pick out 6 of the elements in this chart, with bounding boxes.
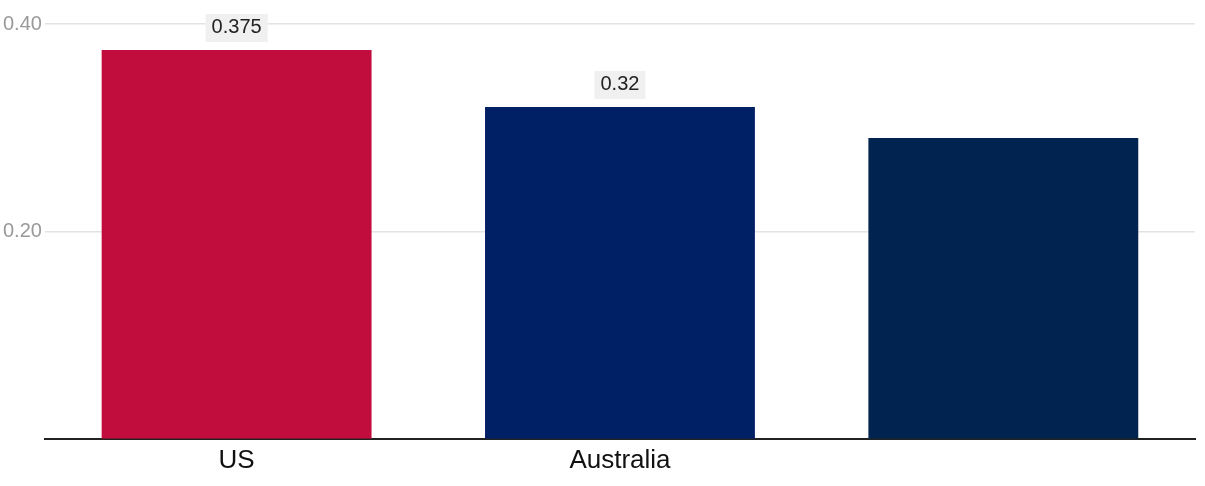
x-tick-label: US [218, 443, 255, 474]
y-tick-label: 0.40 [2, 11, 42, 34]
data-label: 0.32 [600, 72, 640, 95]
x-tick-label: Australia [569, 443, 672, 474]
data-label: 0.375 [211, 15, 262, 38]
y-tick-label: 0.20 [2, 218, 42, 241]
